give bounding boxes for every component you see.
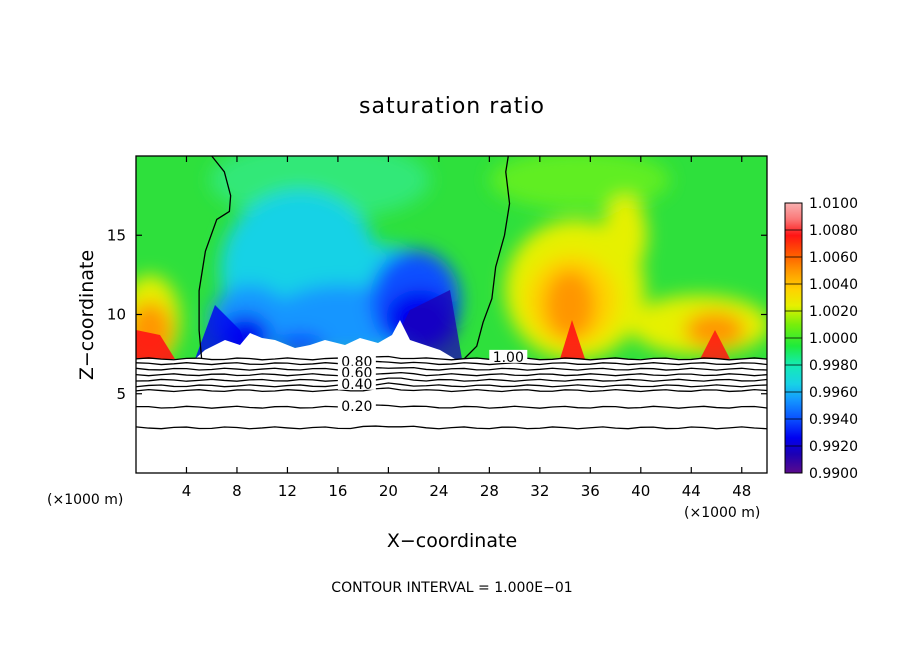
colorbar-label: 1.0080	[809, 223, 858, 239]
contour-ground-2	[135, 366, 768, 371]
x-unit-label-left: (×1000 m)	[47, 492, 123, 508]
contour-1.00-right	[463, 155, 511, 360]
contour-ground-0	[135, 355, 768, 361]
x-tick-label: 44	[682, 482, 701, 500]
contour-label-group: 1.000.800.600.400.20	[337, 349, 528, 415]
colorbar: 1.0100 1.0080 1.0060 1.0040 1.0020 1.0000 0.99…	[784, 196, 858, 482]
contour-lines	[135, 155, 768, 430]
y-tick-label: 10	[107, 306, 126, 324]
x-tick-label: 12	[278, 482, 297, 500]
colorbar-label: 0.9940	[809, 412, 858, 428]
contour-interval-note: CONTOUR INTERVAL = 1.000E−01	[331, 580, 572, 596]
contour-label-bg	[337, 354, 376, 368]
contour-label: 0.20	[341, 399, 372, 415]
x-unit-label-right: (×1000 m)	[684, 505, 760, 521]
contour-ground-7	[135, 404, 768, 409]
x-tick-label: 4	[182, 482, 192, 500]
contour-ground-4	[135, 377, 768, 382]
x-tick-label: 40	[631, 482, 650, 500]
x-tick-label: 24	[429, 482, 448, 500]
chart-title: saturation ratio	[359, 94, 545, 119]
contour-ground-5	[135, 382, 768, 388]
y-axis-label: Z−coordinate	[76, 250, 98, 380]
x-tick-label: 8	[232, 482, 242, 500]
contour-ground-3	[135, 372, 768, 377]
x-axis: 4 8 12 16 20 24 28 32 36 40 44 48	[182, 156, 751, 500]
y-axis: 5 10 15	[107, 226, 767, 403]
contour-label-bg	[337, 365, 376, 379]
colorbar-label: 0.9900	[809, 466, 858, 482]
colorbar-label: 1.0020	[809, 304, 858, 320]
contour-label: 0.40	[341, 377, 372, 393]
x-tick-label: 36	[581, 482, 600, 500]
colorbar-label: 1.0060	[809, 250, 858, 266]
x-tick-label: 32	[530, 482, 549, 500]
x-axis-label: X−coordinate	[387, 530, 517, 552]
y-tick-label: 5	[116, 385, 126, 403]
colorbar-label: 0.9980	[809, 358, 858, 374]
y-tick-label: 15	[107, 226, 126, 244]
colorbar-label: 1.0040	[809, 277, 858, 293]
heatmap-field	[136, 156, 767, 359]
x-tick-label: 48	[732, 482, 751, 500]
contour-label: 1.00	[493, 350, 524, 366]
x-tick-label: 16	[328, 482, 347, 500]
contour-label-bg	[337, 376, 376, 390]
contour-label-bg	[337, 399, 376, 413]
contour-label-bg	[489, 349, 528, 363]
contour-ground-6	[135, 387, 768, 393]
terrain-mask	[136, 320, 767, 473]
colorbar-label: 1.0000	[809, 331, 858, 347]
colorbar-label: 0.9920	[809, 439, 858, 455]
x-tick-label: 28	[480, 482, 499, 500]
contour-ground-1	[135, 360, 768, 366]
x-tick-label: 20	[379, 482, 398, 500]
colorbar-label: 1.0100	[809, 196, 858, 212]
colorbar-label: 0.9960	[809, 385, 858, 401]
contour-1.00-left	[198, 155, 232, 359]
contour-ground-8	[135, 425, 768, 430]
